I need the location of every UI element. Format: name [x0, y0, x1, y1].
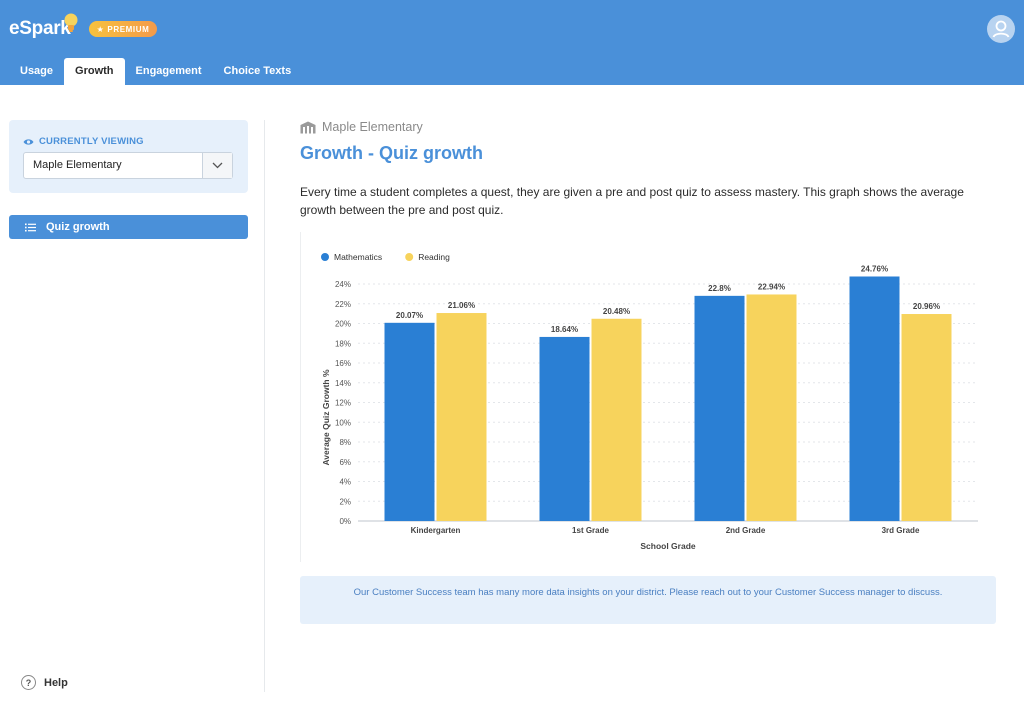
school-select-value: Maple Elementary: [33, 159, 122, 171]
legend-label: Mathematics: [334, 252, 382, 262]
y-tick-label: 18%: [335, 339, 351, 348]
help-label: Help: [44, 676, 68, 689]
logo-text: eSpark: [9, 18, 71, 39]
top-tabs: Usage Growth Engagement Choice Texts: [9, 58, 302, 85]
sidebar-item-quiz-growth[interactable]: Quiz growth: [9, 215, 248, 239]
banner-text: Our Customer Success team has many more …: [353, 587, 943, 598]
bar-mathematics: [849, 276, 900, 521]
y-tick-label: 4%: [339, 478, 351, 487]
tab-usage[interactable]: Usage: [20, 65, 54, 77]
bar-mathematics: [694, 295, 745, 521]
x-tick-label: 2nd Grade: [726, 526, 766, 535]
espark-logo[interactable]: eSpark: [9, 13, 78, 44]
x-tick-label: 3rd Grade: [882, 526, 920, 535]
data-label: 22.8%: [708, 284, 731, 293]
school-select-toggle[interactable]: [202, 153, 232, 178]
y-tick-label: 12%: [335, 399, 351, 408]
data-label: 24.76%: [861, 264, 888, 273]
y-tick-label: 16%: [335, 359, 351, 368]
legend-swatch: [321, 253, 329, 261]
y-tick-label: 6%: [339, 458, 351, 467]
data-label: 22.94%: [758, 282, 785, 291]
bar-reading: [746, 294, 797, 521]
x-tick-label: Kindergarten: [411, 526, 461, 535]
data-label: 20.07%: [396, 311, 423, 320]
bar-mathematics: [384, 322, 435, 521]
y-axis-title: Average Quiz Growth %: [321, 369, 331, 465]
tab-growth[interactable]: Growth: [64, 58, 125, 85]
y-tick-label: 14%: [335, 379, 351, 388]
breadcrumb: Maple Elementary: [300, 120, 423, 134]
data-label: 21.06%: [448, 301, 475, 310]
legend-swatch: [405, 253, 414, 261]
list-icon: [25, 223, 36, 231]
eye-icon: [23, 138, 34, 145]
y-tick-label: 20%: [335, 320, 351, 329]
help-link[interactable]: ? Help: [21, 675, 68, 690]
breadcrumb-school: Maple Elementary: [322, 120, 423, 134]
star-icon: ★: [96, 24, 105, 34]
user-avatar[interactable]: [987, 15, 1015, 43]
bar-reading: [901, 314, 952, 521]
customer-success-banner: Our Customer Success team has many more …: [300, 576, 996, 624]
school-select[interactable]: Maple Elementary: [23, 152, 233, 179]
y-tick-label: 0%: [339, 517, 351, 526]
y-tick-label: 24%: [335, 280, 351, 289]
lightbulb-icon: [64, 13, 78, 32]
data-label: 20.48%: [603, 307, 630, 316]
chevron-down-icon: [212, 162, 223, 169]
bar-reading: [591, 318, 642, 521]
currently-viewing-panel: CURRENTLY VIEWING Maple Elementary: [9, 120, 248, 193]
sidebar-divider: [264, 120, 265, 692]
tab-engagement[interactable]: Engagement: [135, 65, 202, 77]
data-label: 18.64%: [551, 325, 578, 334]
y-tick-label: 8%: [339, 438, 351, 447]
premium-badge: ★ PREMIUM: [89, 21, 157, 37]
user-icon: [988, 16, 1014, 42]
premium-badge-label: PREMIUM: [107, 24, 150, 34]
y-tick-label: 10%: [335, 418, 351, 427]
page-description: Every time a student completes a quest, …: [300, 185, 964, 217]
y-tick-label: 22%: [335, 300, 351, 309]
legend-label: Reading: [418, 252, 450, 262]
x-axis-title: School Grade: [640, 541, 696, 551]
y-tick-label: 2%: [339, 497, 351, 506]
question-icon: ?: [21, 675, 36, 690]
x-tick-label: 1st Grade: [572, 526, 609, 535]
school-building-icon: [300, 121, 316, 133]
currently-viewing-heading: CURRENTLY VIEWING: [23, 136, 144, 147]
tab-choice-texts[interactable]: Choice Texts: [223, 65, 292, 77]
quiz-growth-chart: 0% 2% 4% 6% 8% 10% 12% 14% 16% 18% 20% 22% 24% 20.07%…: [300, 232, 996, 562]
sidebar-item-label: Quiz growth: [46, 221, 110, 233]
currently-viewing-label: CURRENTLY VIEWING: [39, 136, 144, 147]
bar-chart: 0% 2% 4% 6% 8% 10% 12% 14% 16% 18% 20% 22% 24% 20.07%…: [321, 252, 978, 551]
data-label: 20.96%: [913, 302, 940, 311]
bar-mathematics: [539, 336, 590, 521]
app-header: eSpark ★ PREMIUM Usage Growth Engagement…: [0, 0, 1024, 85]
bar-reading: [436, 313, 487, 521]
page-title: Growth - Quiz growth: [300, 143, 483, 163]
